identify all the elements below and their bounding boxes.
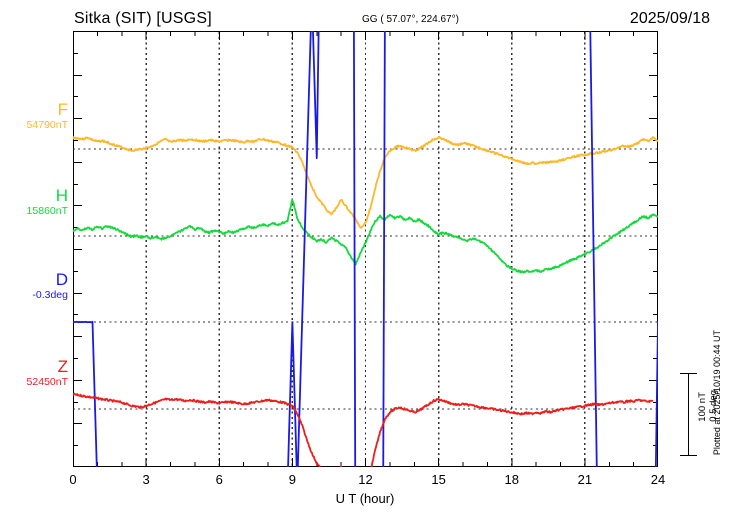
component-label-f: F 54790nT (0, 100, 68, 132)
baseline-lines (73, 148, 658, 410)
x-tick-label-3: 3 (142, 472, 150, 487)
observation-date: 2025/09/18 (629, 10, 710, 27)
scale-unit-nt: 100 nT (697, 392, 708, 422)
x-axis-title: U T (hour) (335, 491, 395, 506)
component-name-h: H (55, 186, 68, 205)
plot-timestamp-text: Plotted at 2025/10/19 00:44 UT (712, 330, 722, 456)
component-label-d: D -0.3deg (0, 270, 68, 302)
component-label-h: H 15860nT (0, 186, 68, 218)
x-tick-label-15: 15 (431, 472, 446, 487)
component-name-f: F (57, 100, 68, 119)
component-name-z: Z (57, 357, 68, 376)
axis-ticks (73, 31, 658, 467)
plot-timestamp: Plotted at 2025/10/19 00:44 UT (712, 330, 722, 455)
component-baseline-z: 52450nT (26, 376, 68, 388)
x-tick-label-6: 6 (215, 472, 223, 487)
scale-bar-top-cap (680, 373, 697, 374)
component-baseline-f: 54790nT (26, 119, 68, 131)
scale-bar-bottom-cap (680, 455, 697, 456)
component-label-z: Z 52450nT (0, 357, 68, 389)
x-tick-label-18: 18 (504, 472, 519, 487)
trace-lines (73, 31, 658, 467)
x-tick-label-0: 0 (69, 472, 77, 487)
grid-lines (145, 32, 586, 466)
component-name-d: D (55, 270, 68, 289)
component-baseline-d: -0.3deg (32, 289, 68, 301)
x-tick-label-21: 21 (577, 472, 593, 487)
magnetogram-plot (73, 31, 658, 467)
scale-bar (688, 373, 689, 455)
x-tick-label-12: 12 (358, 472, 373, 487)
geographic-coordinates: GG ( 57.07°, 224.67°) (362, 14, 459, 25)
x-tick-label-9: 9 (288, 472, 296, 487)
component-baseline-h: 15860nT (26, 205, 68, 217)
station-title: Sitka (SIT) [USGS] (74, 10, 212, 27)
x-tick-label-24: 24 (650, 472, 666, 487)
